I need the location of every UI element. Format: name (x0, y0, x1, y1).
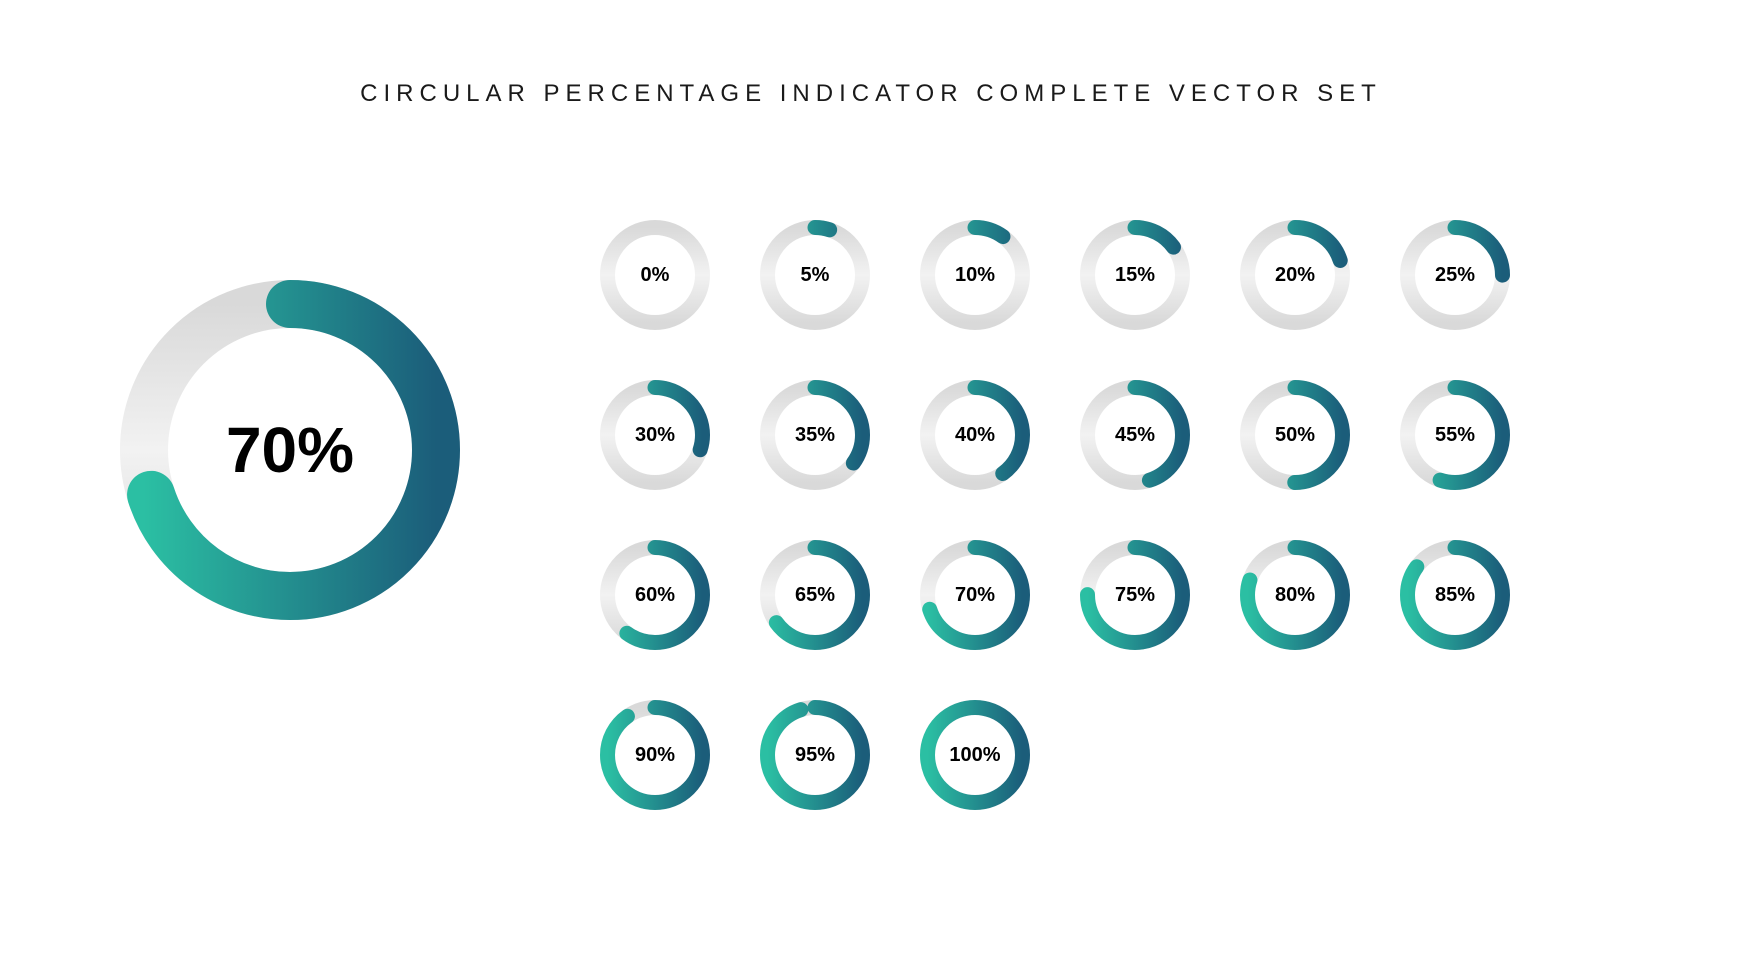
ring-label: 15% (1115, 264, 1155, 287)
ring-label: 30% (635, 424, 675, 447)
ring-label: 75% (1115, 584, 1155, 607)
ring-label: 50% (1275, 424, 1315, 447)
ring-label: 20% (1275, 264, 1315, 287)
page: CIRCULAR PERCENTAGE INDICATOR COMPLETE V… (0, 0, 1742, 980)
ring-40: 40% (900, 360, 1050, 510)
ring-70: 70% (900, 520, 1050, 670)
hero-ring: 70% (120, 280, 460, 620)
ring-label: 70% (955, 584, 995, 607)
ring-60: 60% (580, 520, 730, 670)
ring-label: 35% (795, 424, 835, 447)
hero-ring-label: 70% (226, 413, 354, 487)
ring-20: 20% (1220, 200, 1370, 350)
ring-10: 10% (900, 200, 1050, 350)
ring-95: 95% (740, 680, 890, 830)
ring-label: 45% (1115, 424, 1155, 447)
ring-label: 100% (949, 744, 1000, 767)
ring-25: 25% (1380, 200, 1530, 350)
ring-label: 95% (795, 744, 835, 767)
ring-80: 80% (1220, 520, 1370, 670)
ring-45: 45% (1060, 360, 1210, 510)
ring-label: 40% (955, 424, 995, 447)
page-title: CIRCULAR PERCENTAGE INDICATOR COMPLETE V… (360, 80, 1382, 108)
ring-label: 60% (635, 584, 675, 607)
ring-90: 90% (580, 680, 730, 830)
ring-label: 10% (955, 264, 995, 287)
ring-label: 5% (801, 264, 830, 287)
ring-35: 35% (740, 360, 890, 510)
ring-5: 5% (740, 200, 890, 350)
ring-65: 65% (740, 520, 890, 670)
ring-0: 0% (580, 200, 730, 350)
ring-label: 55% (1435, 424, 1475, 447)
ring-label: 90% (635, 744, 675, 767)
ring-50: 50% (1220, 360, 1370, 510)
ring-label: 25% (1435, 264, 1475, 287)
ring-30: 30% (580, 360, 730, 510)
ring-label: 0% (641, 264, 670, 287)
ring-grid: 0% 5% 10% 15% 20% 25% 30% 35% 40% 45% 50% 55% 60% 65%… (580, 200, 1530, 830)
ring-100: 100% (900, 680, 1050, 830)
ring-label: 85% (1435, 584, 1475, 607)
ring-15: 15% (1060, 200, 1210, 350)
ring-label: 80% (1275, 584, 1315, 607)
ring-85: 85% (1380, 520, 1530, 670)
ring-label: 65% (795, 584, 835, 607)
ring-55: 55% (1380, 360, 1530, 510)
ring-75: 75% (1060, 520, 1210, 670)
